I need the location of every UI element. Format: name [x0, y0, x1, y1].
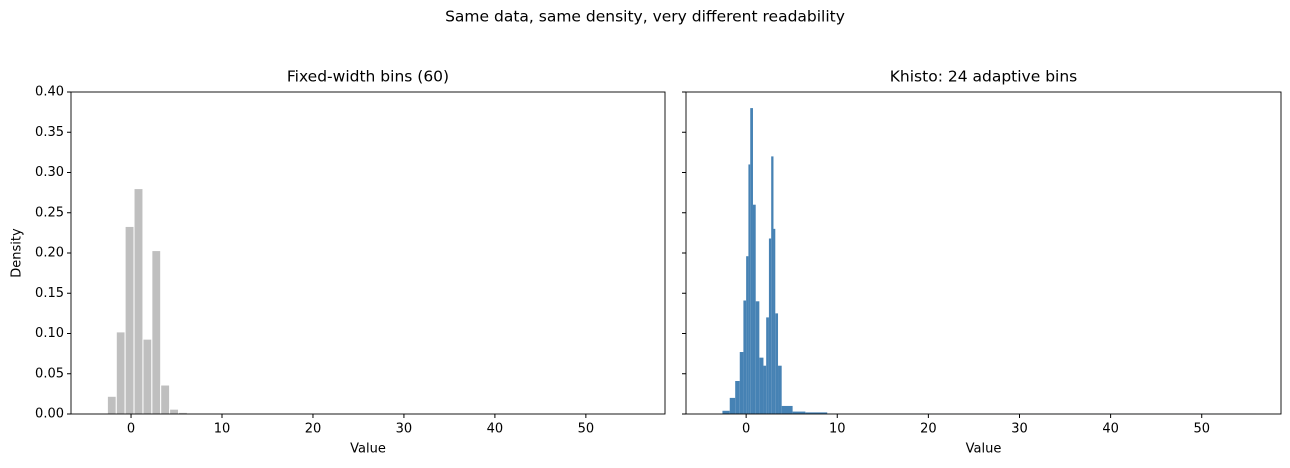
histogram-bar — [792, 411, 806, 414]
y-tick-label: 0.35 — [35, 125, 64, 140]
histogram-bar — [766, 317, 769, 414]
figure-title: Same data, same density, very different … — [445, 8, 845, 26]
x-tick-label: 30 — [396, 422, 413, 437]
y-tick-label: 0.00 — [35, 407, 64, 422]
y-tick-label: 0.30 — [35, 165, 64, 180]
x-axis-label: Value — [350, 442, 386, 457]
y-axis-label: Density — [10, 228, 25, 278]
histogram-bar — [778, 365, 782, 414]
histogram-bar — [124, 225, 135, 415]
y-tick-label: 0.10 — [35, 326, 64, 341]
histogram-bar — [722, 410, 730, 414]
x-tick-label: 10 — [829, 422, 846, 437]
y-tick-label: 0.40 — [35, 85, 64, 100]
x-tick-label: 20 — [920, 422, 937, 437]
histogram-bar — [748, 164, 751, 414]
x-tick-label: 40 — [487, 422, 504, 437]
x-tick-label: 50 — [1193, 422, 1210, 437]
y-tick-label: 0.25 — [35, 205, 64, 220]
histogram-bar — [735, 380, 740, 414]
histogram-bar — [755, 301, 760, 414]
x-tick-label: 0 — [742, 422, 750, 437]
x-axis-label: Value — [966, 442, 1002, 457]
histogram-bar — [106, 395, 117, 415]
y-tick-label: 0.15 — [35, 286, 64, 301]
x-tick-label: 30 — [1011, 422, 1028, 437]
histogram-bar — [781, 405, 793, 414]
panel: 0.00 0.05 0.10 0.15 0.20 0.25 0.30 0.35 0.40 0 10 2… — [10, 68, 666, 457]
y-tick-label: 0.20 — [35, 246, 64, 261]
histogram-bar — [739, 352, 744, 414]
histogram-bar — [752, 204, 756, 414]
histogram-bar — [115, 331, 126, 415]
histogram-bar — [142, 338, 153, 415]
histogram-bar — [750, 108, 753, 414]
axes-title: Fixed-width bins (60) — [287, 68, 449, 86]
x-tick-label: 40 — [1102, 422, 1119, 437]
histogram-bar — [773, 228, 776, 414]
panel: 0 10 20 30 40 50 Khisto: 24 adaptive bins Value — [682, 68, 1282, 457]
histogram-bar — [771, 156, 774, 414]
histogram-bar — [775, 313, 779, 414]
x-tick-label: 10 — [214, 422, 231, 437]
histogram-bar — [743, 300, 747, 414]
histogram-bar — [768, 238, 772, 414]
histogram-bar — [169, 408, 180, 415]
histogram-bar — [763, 365, 767, 414]
x-tick-label: 0 — [127, 422, 135, 437]
x-tick-label: 50 — [578, 422, 595, 437]
histogram-bar — [151, 250, 162, 415]
histogram-bar — [160, 384, 171, 415]
histogram-bar — [133, 188, 144, 415]
axes-title: Khisto: 24 adaptive bins — [890, 68, 1077, 86]
x-tick-label: 20 — [305, 422, 322, 437]
histogram-bar — [729, 397, 736, 414]
histogram-bar — [746, 256, 749, 414]
histogram-bar — [805, 412, 828, 414]
y-tick-label: 0.05 — [35, 366, 64, 381]
histogram-bar — [759, 357, 764, 414]
